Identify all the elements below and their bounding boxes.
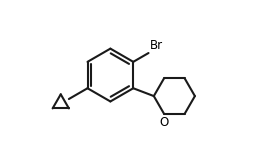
Text: Br: Br <box>150 39 163 53</box>
Text: O: O <box>159 116 169 129</box>
